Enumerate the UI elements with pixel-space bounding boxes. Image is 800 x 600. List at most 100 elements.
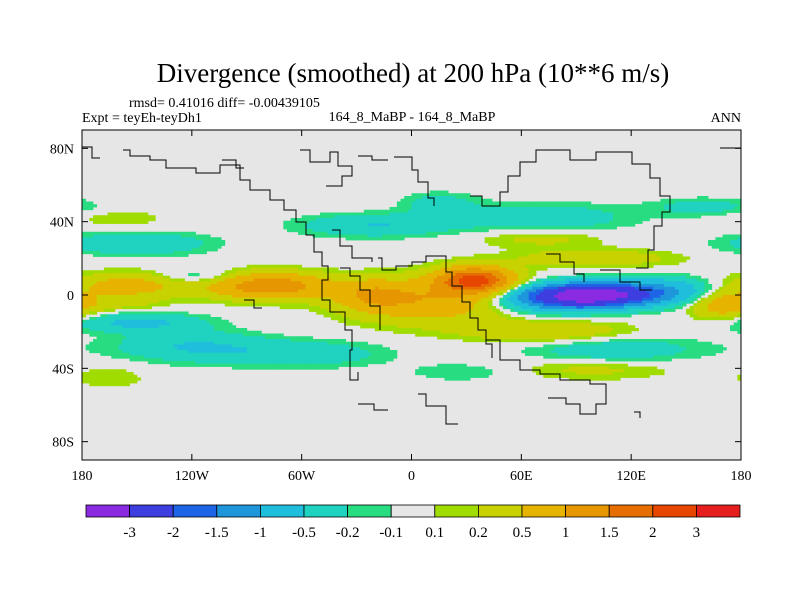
field-cell xyxy=(133,297,138,301)
field-cell xyxy=(356,297,361,301)
field-cell xyxy=(250,278,255,282)
field-cell xyxy=(177,234,182,238)
field-cell xyxy=(118,297,123,301)
field-cell xyxy=(686,311,691,315)
field-cell xyxy=(415,303,420,307)
field-cell xyxy=(140,220,145,224)
field-cell xyxy=(440,308,445,312)
field-cell xyxy=(514,267,519,271)
field-cell xyxy=(279,295,284,299)
field-cell xyxy=(308,270,314,274)
field-cell xyxy=(206,300,211,304)
field-cell xyxy=(305,295,310,299)
field-cell xyxy=(631,253,636,257)
field-cell xyxy=(404,218,409,222)
field-cell xyxy=(514,278,519,282)
field-cell xyxy=(298,218,303,222)
field-cell xyxy=(400,223,405,227)
field-cell xyxy=(433,292,438,296)
field-cell xyxy=(481,306,486,310)
field-cell xyxy=(155,248,160,252)
field-cell xyxy=(730,275,735,279)
field-cell xyxy=(151,231,156,235)
field-cell xyxy=(349,286,354,290)
field-cell xyxy=(627,218,632,222)
field-cell xyxy=(400,215,405,219)
field-cell xyxy=(466,267,471,271)
field-cell xyxy=(404,314,409,318)
field-cell xyxy=(737,311,742,315)
field-cell xyxy=(609,303,614,307)
field-cell xyxy=(715,209,720,213)
field-cell xyxy=(565,262,570,266)
field-cell xyxy=(125,220,130,224)
field-cell xyxy=(118,295,123,299)
field-cell xyxy=(733,234,738,238)
field-cell xyxy=(506,303,511,307)
field-cell xyxy=(576,215,581,219)
field-cell xyxy=(82,234,87,238)
field-cell xyxy=(733,306,738,310)
field-cell xyxy=(594,242,599,246)
field-cell xyxy=(345,306,350,310)
field-cell xyxy=(144,242,149,246)
field-cell xyxy=(349,314,354,318)
field-cell xyxy=(400,286,405,290)
field-cell xyxy=(550,204,555,208)
field-cell xyxy=(396,286,401,290)
field-cell xyxy=(283,286,288,290)
field-cell xyxy=(470,300,475,304)
field-cell xyxy=(568,281,573,285)
field-cell xyxy=(484,270,489,274)
field-cell xyxy=(298,303,303,307)
field-cell xyxy=(506,240,511,244)
field-cell xyxy=(111,242,116,246)
field-cell xyxy=(250,295,255,299)
field-cell xyxy=(147,300,152,304)
field-cell xyxy=(133,273,138,277)
field-cell xyxy=(440,286,445,290)
field-cell xyxy=(404,215,409,219)
field-cell xyxy=(191,300,196,304)
field-cell xyxy=(590,220,595,224)
field-cell xyxy=(199,242,204,246)
field-cell xyxy=(561,281,566,285)
field-cell xyxy=(477,226,482,230)
field-cell xyxy=(554,306,559,310)
field-cell xyxy=(345,231,350,235)
field-cell xyxy=(726,281,731,285)
field-cell xyxy=(689,292,694,296)
field-cell xyxy=(298,267,303,271)
field-cell xyxy=(246,289,251,293)
field-cell xyxy=(682,300,687,304)
field-cell xyxy=(89,240,94,244)
field-cell xyxy=(495,308,500,312)
field-cell xyxy=(411,275,416,279)
field-cell xyxy=(587,314,592,318)
field-cell xyxy=(199,286,204,290)
field-cell xyxy=(330,311,336,315)
field-cell xyxy=(623,262,628,266)
field-cell xyxy=(565,297,570,301)
field-cell xyxy=(144,237,149,241)
field-cell xyxy=(510,223,515,227)
field-cell xyxy=(323,218,328,222)
field-cell xyxy=(675,303,680,307)
field-cell xyxy=(576,308,581,312)
field-cell xyxy=(598,248,603,252)
field-cell xyxy=(114,212,120,216)
field-cell xyxy=(437,278,442,282)
field-cell xyxy=(195,295,200,299)
field-cell xyxy=(649,278,654,282)
field-cell xyxy=(495,215,500,219)
field-cell xyxy=(371,300,376,304)
field-cell xyxy=(107,253,112,257)
field-cell xyxy=(535,218,541,222)
field-cell xyxy=(503,281,508,285)
field-cell xyxy=(429,190,434,194)
field-cell xyxy=(473,281,478,285)
field-cell xyxy=(221,289,226,293)
field-cell xyxy=(254,273,259,277)
field-cell xyxy=(514,306,519,310)
field-cell xyxy=(524,245,530,249)
